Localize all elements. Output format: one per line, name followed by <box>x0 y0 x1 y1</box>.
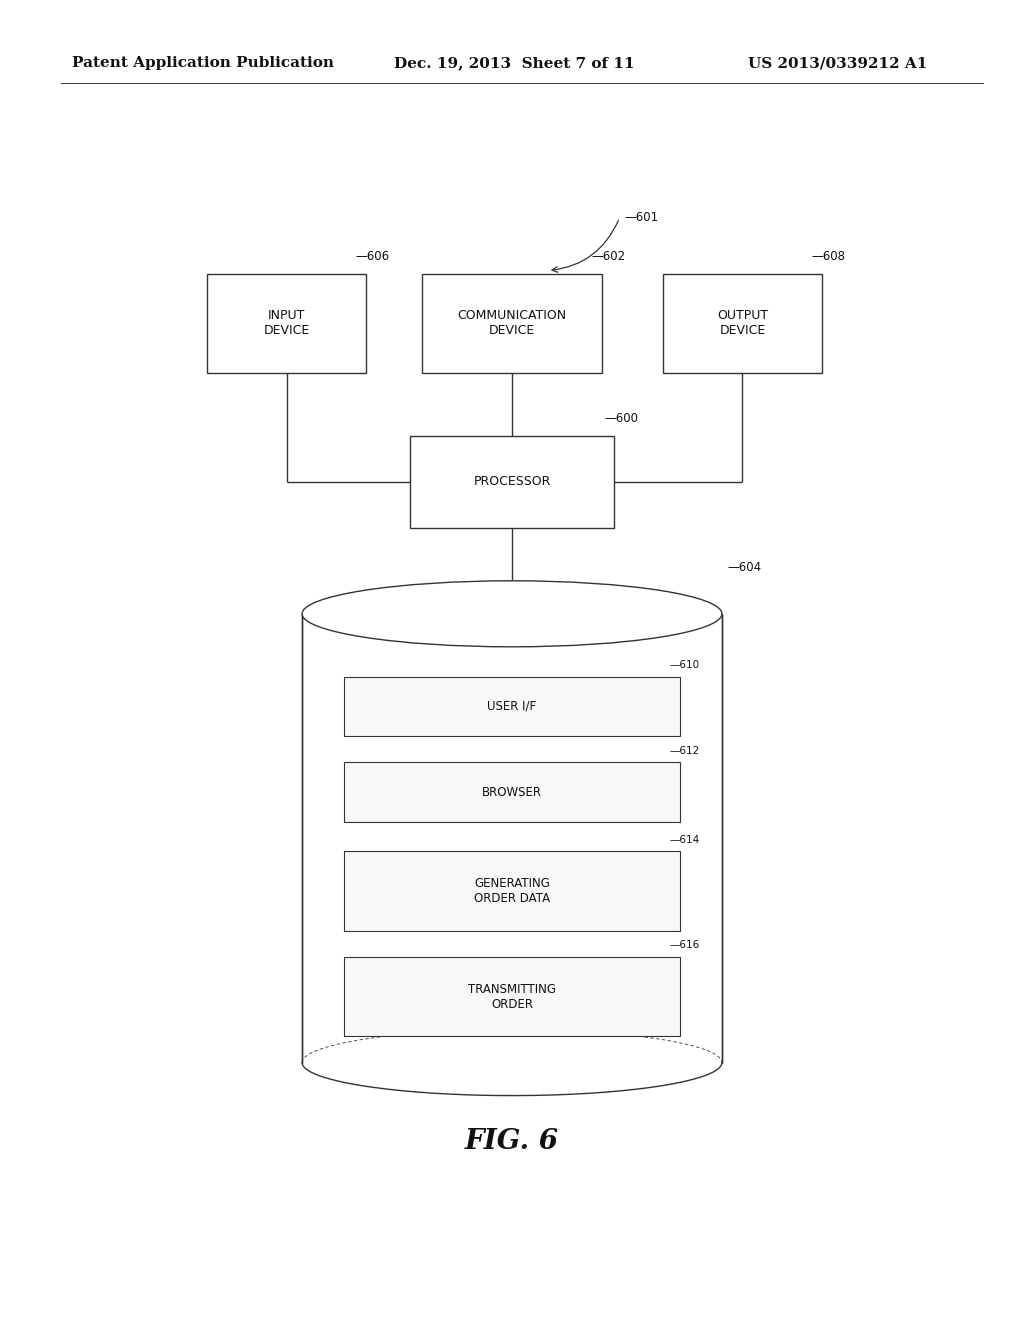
Text: —612: —612 <box>670 746 700 755</box>
Text: OUTPUT
DEVICE: OUTPUT DEVICE <box>717 309 768 338</box>
Text: USER I/F: USER I/F <box>487 700 537 713</box>
Bar <box>344 762 680 821</box>
Text: —606: —606 <box>356 251 390 263</box>
Text: —608: —608 <box>811 251 846 263</box>
Text: PROCESSOR: PROCESSOR <box>473 475 551 488</box>
Bar <box>344 851 680 931</box>
Text: Patent Application Publication: Patent Application Publication <box>72 57 334 70</box>
Text: —610: —610 <box>670 660 699 671</box>
Bar <box>344 676 680 737</box>
Ellipse shape <box>302 581 722 647</box>
Bar <box>422 275 601 372</box>
Text: US 2013/0339212 A1: US 2013/0339212 A1 <box>748 57 927 70</box>
Text: —600: —600 <box>604 412 638 425</box>
Bar <box>664 275 821 372</box>
Bar <box>344 957 680 1036</box>
Text: —616: —616 <box>670 940 700 950</box>
Text: —604: —604 <box>727 561 761 574</box>
Bar <box>207 275 367 372</box>
Text: FIG. 6: FIG. 6 <box>465 1129 559 1155</box>
Text: GENERATING
ORDER DATA: GENERATING ORDER DATA <box>474 876 550 906</box>
Text: COMMUNICATION
DEVICE: COMMUNICATION DEVICE <box>458 309 566 338</box>
Text: —602: —602 <box>592 251 626 263</box>
Bar <box>410 436 614 528</box>
Text: INPUT
DEVICE: INPUT DEVICE <box>263 309 310 338</box>
Bar <box>302 614 722 1063</box>
Text: TRANSMITTING
ORDER: TRANSMITTING ORDER <box>468 982 556 1011</box>
Text: BROWSER: BROWSER <box>482 785 542 799</box>
Text: —601: —601 <box>625 211 658 224</box>
Text: —614: —614 <box>670 834 700 845</box>
Text: Dec. 19, 2013  Sheet 7 of 11: Dec. 19, 2013 Sheet 7 of 11 <box>394 57 635 70</box>
